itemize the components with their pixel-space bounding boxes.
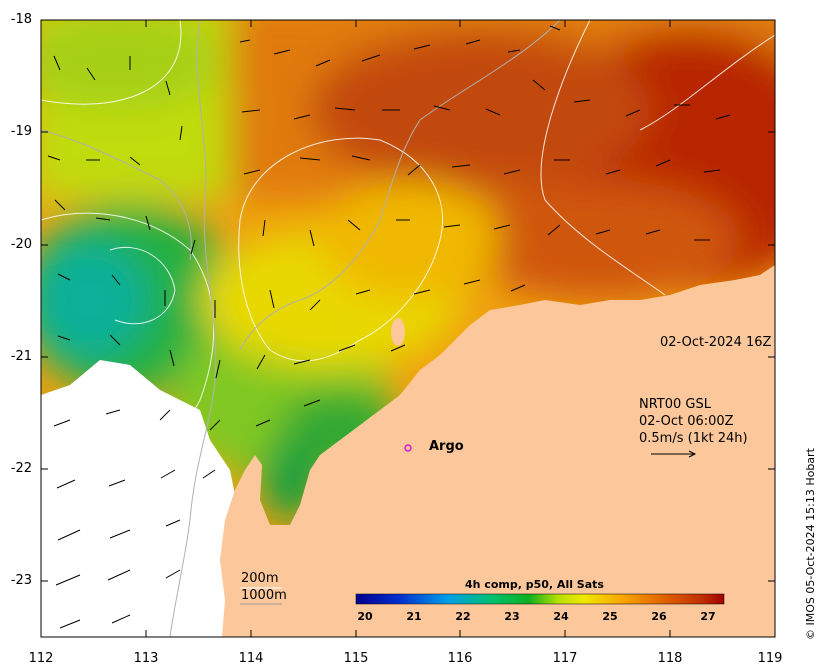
current-info-line1: NRT00 GSL <box>639 397 711 412</box>
colorbar <box>355 593 725 605</box>
y-tick-label: -21 <box>10 349 32 364</box>
y-tick-label: -18 <box>10 12 32 27</box>
y-tick-label: -22 <box>10 461 32 476</box>
credit-label: © IMOS 05-Oct-2024 15:13 Hobart <box>804 448 817 640</box>
reference-arrow <box>651 450 697 458</box>
colorbar-tick: 26 <box>651 610 667 623</box>
x-tick-label: 113 <box>133 651 159 666</box>
shelf-contours <box>41 20 561 637</box>
y-tick-label: -19 <box>10 124 32 139</box>
y-tick-label: -23 <box>10 573 32 588</box>
plot-frame <box>40 19 776 638</box>
sst-field <box>41 20 775 520</box>
current-info-line3: 0.5m/s (1kt 24h) <box>639 431 748 446</box>
colorbar-tick: 22 <box>455 610 471 623</box>
colorbar-tick: 25 <box>602 610 618 623</box>
argo-marker[interactable] <box>404 444 412 452</box>
argo-label: Argo <box>429 439 464 454</box>
x-tick-label: 117 <box>552 651 578 666</box>
x-tick-label: 112 <box>28 651 54 666</box>
y-tick-label: -20 <box>10 237 32 252</box>
current-info-line2: 02-Oct 06:00Z <box>639 414 734 429</box>
colorbar-title: 4h comp, p50, All Sats <box>465 578 604 591</box>
colorbar-tick: 21 <box>406 610 422 623</box>
x-tick-label: 118 <box>657 651 683 666</box>
x-tick-label: 115 <box>343 651 369 666</box>
x-tick-label: 119 <box>757 651 783 666</box>
x-tick-label: 116 <box>447 651 473 666</box>
colorbar-tick: 24 <box>553 610 569 623</box>
contour-200m-label: 200m <box>241 571 279 586</box>
no-data-region <box>41 360 240 637</box>
axis-tick-marks <box>40 19 776 637</box>
current-vectors <box>47 25 731 629</box>
colorbar-tick: 20 <box>357 610 373 623</box>
x-tick-label: 114 <box>238 651 264 666</box>
colorbar-tick: 27 <box>700 610 716 623</box>
date-label: 02-Oct-2024 16Z <box>660 335 772 350</box>
contour-1000m-label: 1000m <box>241 588 287 603</box>
colorbar-tick: 23 <box>504 610 520 623</box>
land-mass <box>220 265 775 637</box>
